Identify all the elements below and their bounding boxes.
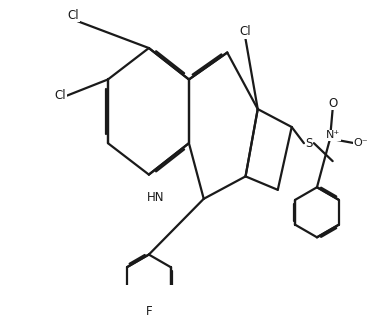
Text: S: S (305, 137, 313, 150)
Text: O: O (328, 97, 337, 110)
Text: F: F (146, 306, 152, 316)
Text: Cl: Cl (54, 89, 66, 102)
Text: Cl: Cl (240, 25, 251, 38)
Text: O⁻: O⁻ (354, 138, 368, 148)
Text: HN: HN (147, 191, 165, 204)
Text: Cl: Cl (68, 9, 79, 21)
Text: N⁺: N⁺ (326, 131, 340, 140)
